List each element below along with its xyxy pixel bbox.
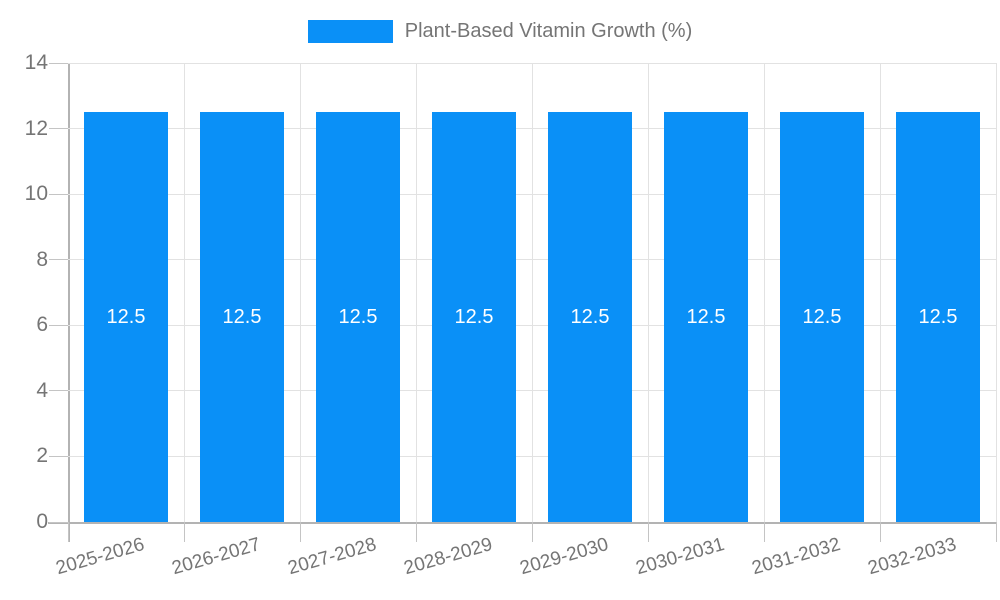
legend[interactable]: Plant-Based Vitamin Growth (%) [0, 20, 1000, 43]
x-axis-line [48, 522, 996, 524]
x-tick [647, 522, 649, 542]
y-tick-label: 10 [24, 182, 48, 206]
y-tick-label: 12 [24, 116, 48, 140]
x-gridline [415, 63, 417, 522]
y-tick-label: 0 [36, 510, 48, 533]
y-tick [49, 324, 68, 326]
y-tick [49, 193, 68, 195]
y-axis-line [68, 63, 70, 542]
bar-value-label: 12.5 [222, 305, 262, 328]
bar[interactable]: 12.5 [548, 112, 632, 522]
x-tick [531, 522, 533, 542]
x-gridline [879, 63, 881, 522]
y-tick [49, 128, 68, 130]
x-gridline [647, 63, 649, 522]
x-gridline [531, 63, 533, 522]
x-tick [763, 522, 765, 542]
plot-area: 0 2 4 6 8 10 12 14 12.5 12.5 12.5 12.5 12.5 12.5 12.5 1… [25, 51, 997, 579]
x-tick [183, 522, 185, 542]
x-tick [415, 522, 417, 542]
y-tick-label: 6 [36, 313, 48, 337]
x-gridline [995, 63, 997, 522]
bar[interactable]: 12.5 [84, 112, 168, 522]
bar-value-label: 12.5 [454, 305, 494, 328]
x-tick [995, 522, 997, 542]
y-tick-label: 14 [24, 51, 48, 74]
bar[interactable]: 12.5 [780, 112, 864, 522]
x-gridline [183, 63, 185, 522]
bar[interactable]: 12.5 [316, 112, 400, 522]
x-tick [879, 522, 881, 542]
bar[interactable]: 12.5 [664, 112, 748, 522]
bar[interactable]: 12.5 [896, 112, 980, 522]
x-tick [299, 522, 301, 542]
bar[interactable]: 12.5 [432, 112, 516, 522]
x-tick [67, 522, 69, 542]
y-tick-label: 4 [36, 378, 48, 402]
y-tick-label: 8 [36, 247, 48, 271]
y-tick [49, 521, 68, 523]
y-tick [49, 455, 68, 457]
y-tick [49, 259, 68, 261]
y-tick-label: 2 [36, 444, 48, 468]
legend-swatch-icon [307, 20, 393, 43]
bar-value-label: 12.5 [570, 305, 610, 328]
bar-value-label: 12.5 [686, 305, 726, 328]
x-gridline [763, 63, 765, 522]
bar-value-label: 12.5 [802, 305, 842, 328]
bar-value-label: 12.5 [918, 305, 958, 328]
bar-value-label: 12.5 [106, 305, 146, 328]
y-tick [49, 390, 68, 392]
x-gridline [299, 63, 301, 522]
legend-label: Plant-Based Vitamin Growth (%) [404, 20, 693, 42]
bar[interactable]: 12.5 [200, 112, 284, 522]
bar-value-label: 12.5 [338, 305, 378, 328]
y-tick [49, 62, 68, 64]
